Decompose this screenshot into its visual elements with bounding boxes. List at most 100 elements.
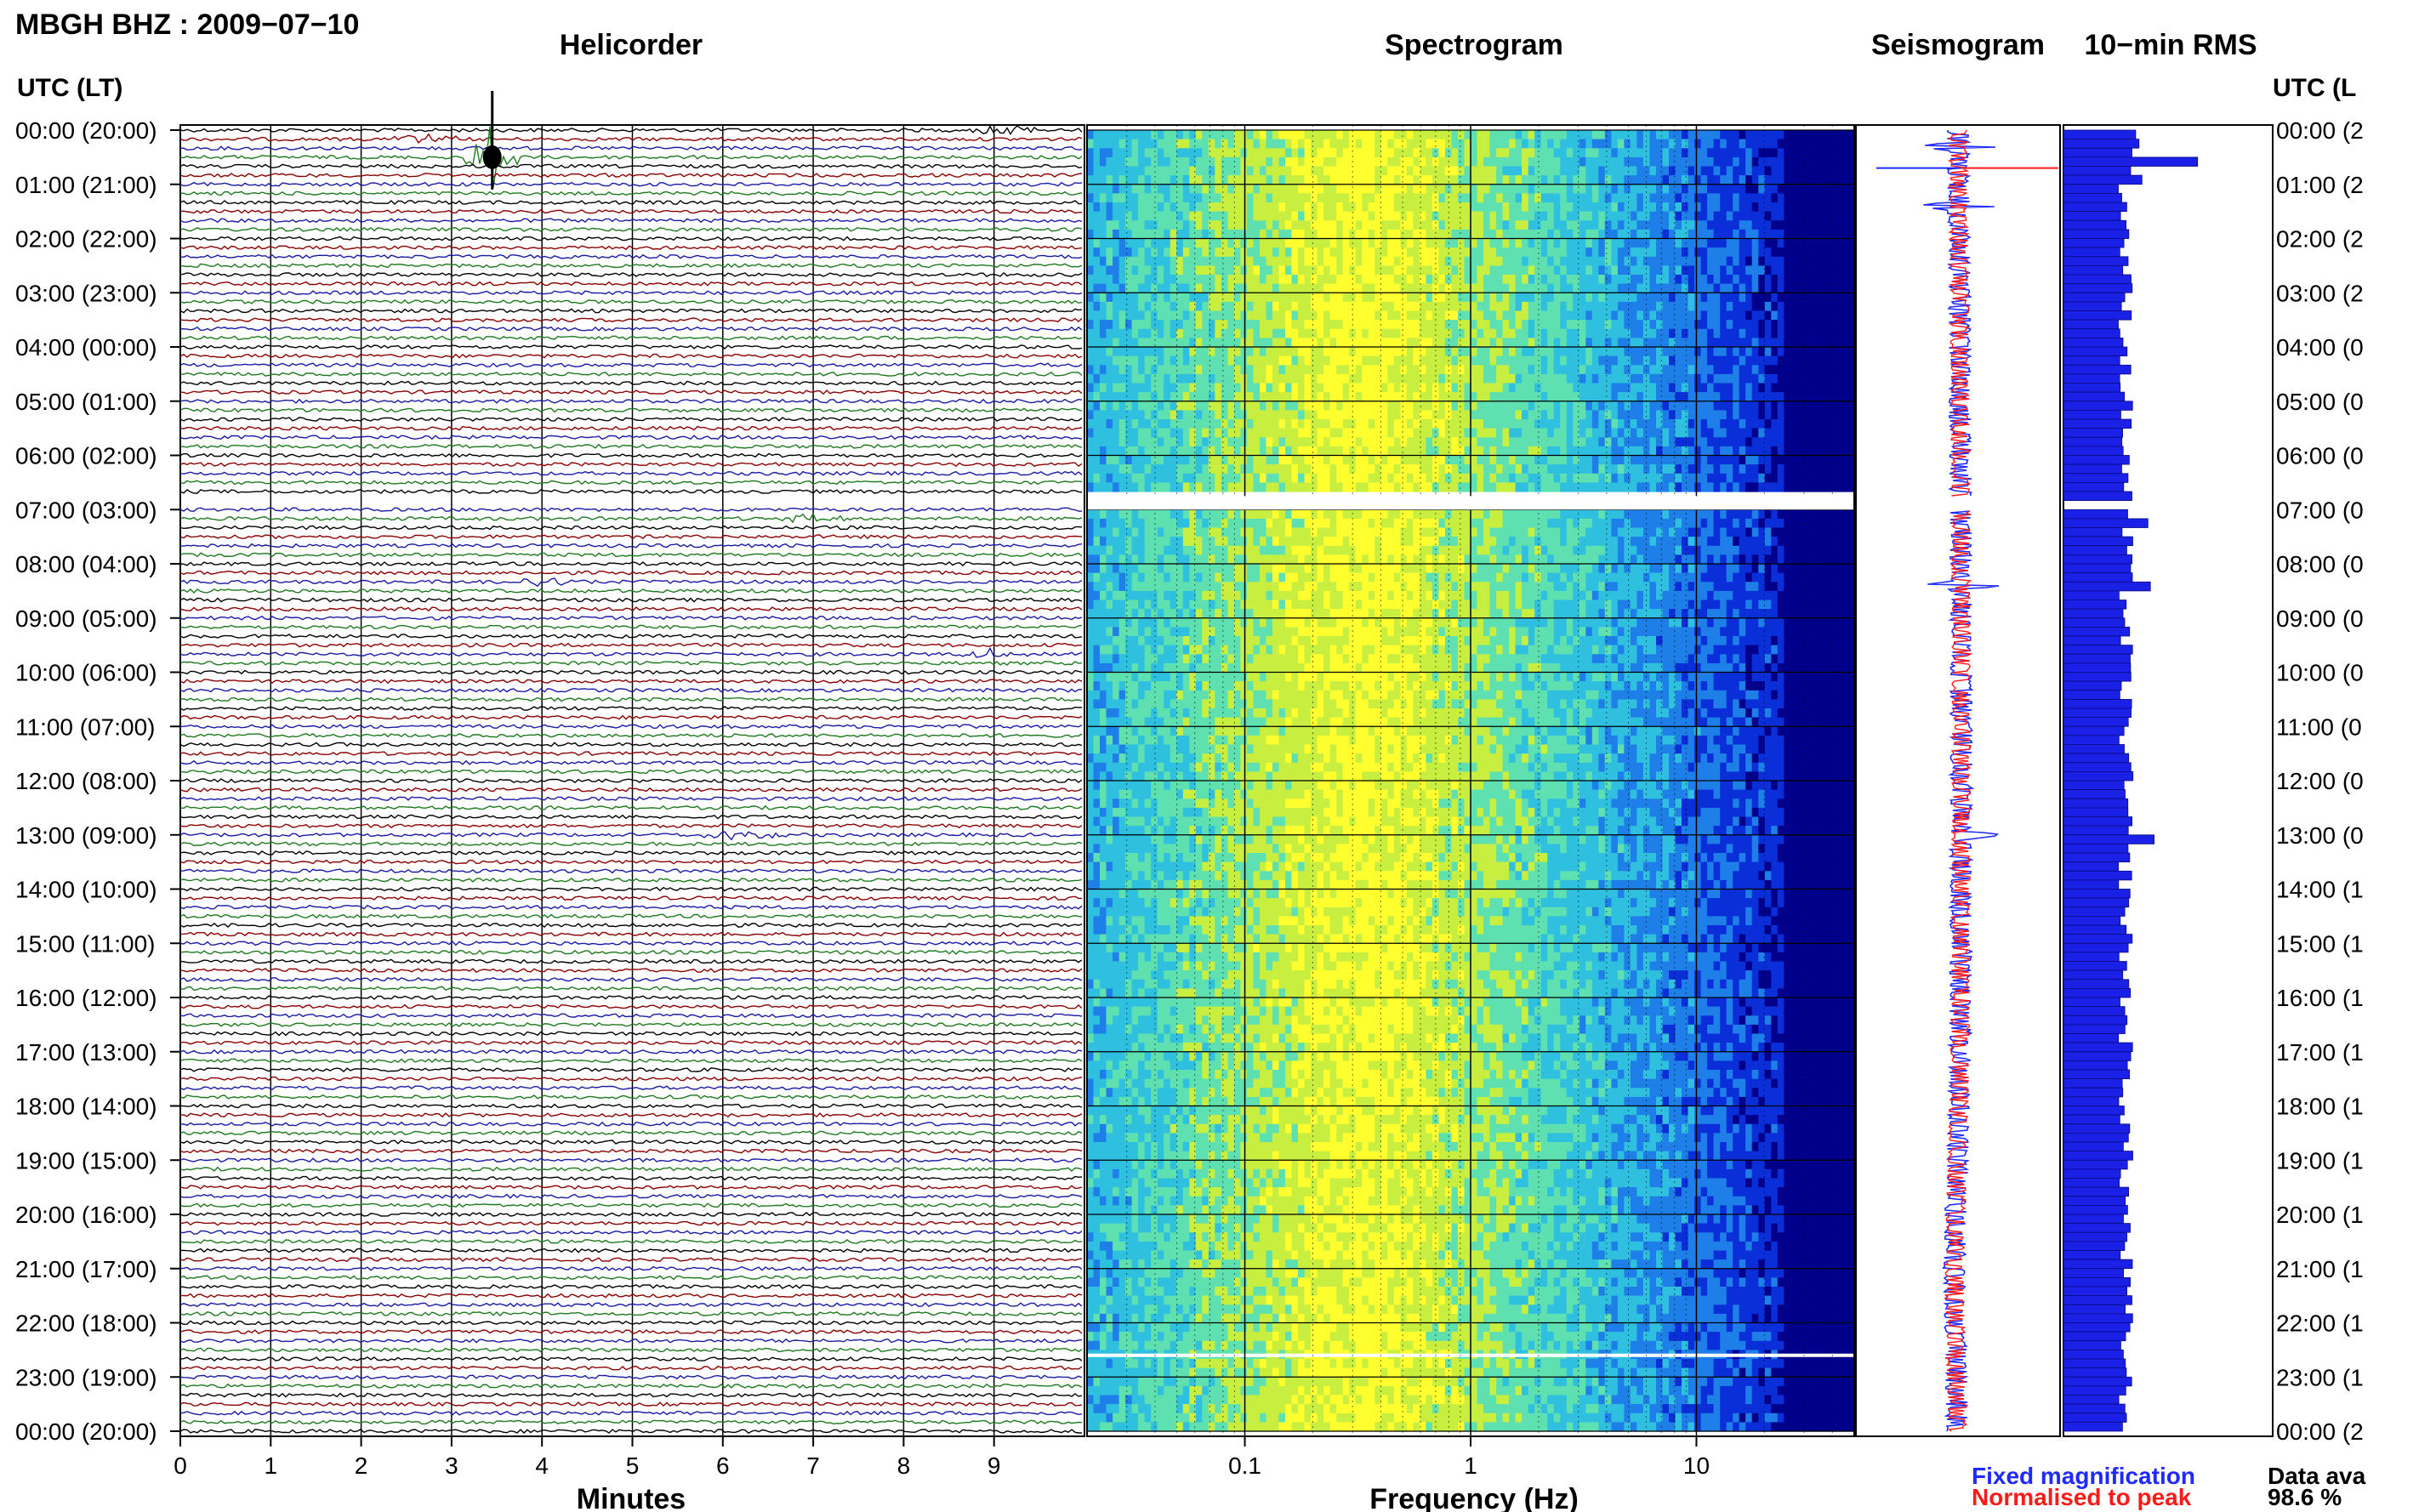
spectrogram-cell — [1431, 175, 1439, 185]
time-label-left: 23:00 (19:00) — [15, 1364, 157, 1390]
spectrogram-cell — [1598, 455, 1606, 465]
spectrogram-cell — [1368, 320, 1375, 330]
spectrogram-cell — [1304, 238, 1312, 248]
spectrogram-cell — [1790, 410, 1797, 420]
spectrogram-cell — [1362, 256, 1369, 266]
spectrogram-cell — [1189, 184, 1197, 194]
spectrogram-cell — [1841, 446, 1849, 457]
spectrogram-cell — [1285, 166, 1293, 176]
spectrogram-cell — [1477, 347, 1484, 357]
spectrogram-cell — [1240, 247, 1248, 258]
spectrogram-cell — [1726, 293, 1733, 303]
spectrogram-cell — [1375, 193, 1382, 203]
spectrogram-cell — [1431, 148, 1439, 158]
spectrogram-cell — [1630, 373, 1637, 384]
spectrogram-cell — [1118, 301, 1126, 312]
spectrogram-cell — [1272, 401, 1280, 411]
spectrogram-cell — [1317, 419, 1324, 429]
spectrogram-cell — [1566, 193, 1574, 203]
spectrogram-cell — [1675, 229, 1682, 240]
spectrogram-cell — [1745, 293, 1753, 303]
spectrogram-cell — [1745, 184, 1753, 194]
spectrogram-cell — [1675, 464, 1682, 475]
spectrogram-cell — [1451, 193, 1459, 203]
spectrogram-cell — [1246, 229, 1254, 240]
spectrogram-cell — [1682, 419, 1689, 429]
spectrogram-cell — [1438, 220, 1446, 230]
spectrogram-cell — [1745, 238, 1753, 248]
spectrogram-cell — [1624, 211, 1631, 221]
helicorder-trace — [179, 308, 1083, 314]
spectrogram-cell — [1464, 373, 1471, 384]
spectrogram-cell — [1278, 437, 1286, 447]
spectrogram-cell — [1758, 338, 1766, 348]
spectrogram-cell — [1375, 383, 1382, 393]
spectrogram-cell — [1393, 446, 1401, 457]
spectrogram-cell — [1413, 211, 1420, 221]
spectrogram-cell — [1707, 293, 1715, 303]
spectrogram-cell — [1802, 365, 1810, 375]
spectrogram-cell — [1125, 193, 1133, 203]
spectrogram-cell — [1841, 428, 1849, 438]
spectrogram-cell — [1329, 301, 1337, 312]
spectrogram-cell — [1636, 347, 1644, 357]
spectrogram-cell — [1240, 328, 1248, 338]
spectrogram-cell — [1355, 410, 1363, 420]
spectrogram-cell — [1642, 293, 1650, 303]
spectrogram-cell — [1458, 347, 1466, 357]
spectrogram-cell — [1355, 275, 1363, 285]
spectrogram-cell — [1093, 410, 1101, 420]
spectrogram-cell — [1362, 383, 1369, 393]
spectrogram-cell — [1100, 392, 1107, 402]
spectrogram-cell — [1304, 293, 1312, 303]
spectrogram-cell — [1642, 220, 1650, 230]
helicorder-trace — [179, 577, 1083, 588]
spectrogram-cell — [1841, 437, 1849, 447]
spectrogram-cell — [1560, 301, 1568, 312]
spectrogram-cell — [1323, 265, 1331, 276]
spectrogram-cell — [1496, 437, 1504, 447]
spectrogram-cell — [1598, 293, 1606, 303]
spectrogram-cell — [1419, 355, 1426, 366]
helicorder-trace — [179, 850, 1083, 855]
spectrogram-cell — [1707, 148, 1715, 158]
spectrogram-cell — [1534, 328, 1542, 338]
spectrogram-cell — [1835, 175, 1842, 185]
spectrogram-cell — [1585, 166, 1593, 176]
spectrogram-cell — [1471, 139, 1478, 149]
helicorder-trace — [179, 181, 1083, 187]
spectrogram-cell — [1362, 247, 1369, 258]
helicorder-trace — [179, 199, 1083, 205]
spectrogram-cell — [1522, 437, 1529, 447]
spectrogram-cell — [1362, 347, 1369, 357]
spectrogram-cell — [1323, 410, 1331, 420]
spectrogram-cell — [1822, 193, 1830, 203]
spectrogram-cell — [1278, 355, 1286, 366]
spectrogram-cell — [1202, 130, 1210, 140]
spectrogram-cell — [1636, 229, 1644, 240]
spectrogram-cell — [1266, 355, 1273, 366]
spectrogram-cell — [1566, 347, 1574, 357]
spectrogram-cell — [1642, 428, 1650, 438]
spectrogram-cell — [1707, 410, 1715, 420]
spectrogram-cell — [1611, 320, 1619, 330]
spectrogram-cell — [1375, 473, 1382, 483]
spectrogram-cell — [1720, 184, 1727, 194]
spectrogram-cell — [1144, 293, 1152, 303]
spectrogram-cell — [1285, 139, 1293, 149]
spectrogram-cell — [1464, 310, 1471, 321]
spectrogram-cell — [1291, 446, 1299, 457]
spectrogram-cell — [1713, 464, 1721, 475]
spectrogram-cell — [1617, 410, 1625, 420]
spectrogram-cell — [1540, 428, 1548, 438]
spectrogram-cell — [1547, 310, 1555, 321]
spectrogram-cell — [1170, 482, 1177, 492]
spectrogram-cell — [1483, 265, 1491, 276]
spectrogram-cell — [1682, 184, 1689, 194]
spectrogram-cell — [1118, 148, 1126, 158]
spectrogram-cell — [1822, 301, 1830, 312]
spectrogram-cell — [1311, 175, 1318, 185]
spectrogram-cell — [1170, 310, 1177, 321]
spectrogram-cell — [1118, 193, 1126, 203]
spectrogram-cell — [1713, 130, 1721, 140]
